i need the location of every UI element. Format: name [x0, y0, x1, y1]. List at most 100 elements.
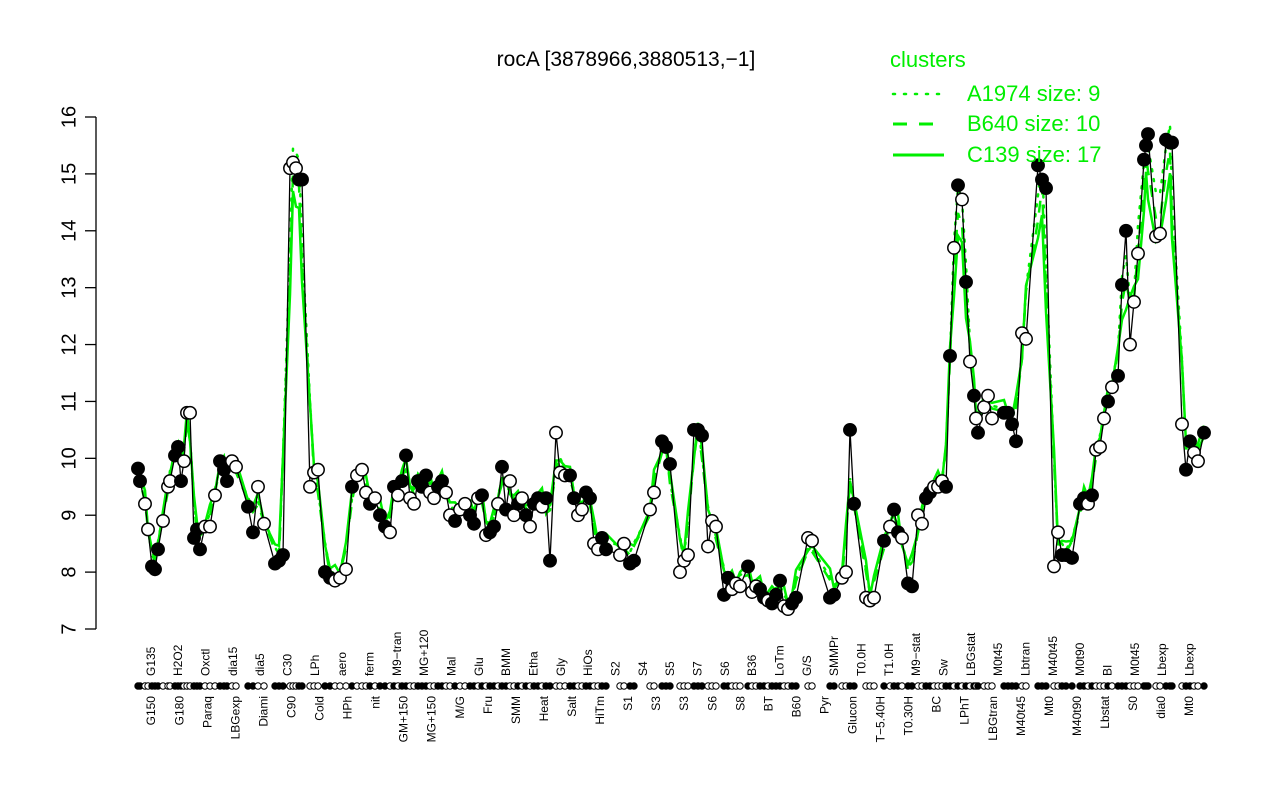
x-marker — [1156, 682, 1164, 690]
x-marker — [1144, 682, 1152, 690]
data-point — [539, 491, 553, 506]
data-point — [839, 565, 853, 580]
x-label-top: MG+120 — [417, 629, 431, 676]
x-axis-labels: G135 H2O2 Oxctl dia15 dia5 C30 LPh aero ferm M9−t… — [144, 629, 1197, 742]
x-label-top: M9−tran — [390, 632, 404, 676]
data-point — [659, 440, 673, 454]
data-point — [701, 539, 715, 554]
data-point — [549, 425, 563, 440]
data-point — [985, 411, 999, 426]
x-label-bottom: S8 — [733, 696, 747, 711]
x-label-bottom: HPh — [341, 696, 355, 719]
x-marker — [736, 682, 744, 690]
x-marker — [1134, 682, 1142, 690]
legend-entry-b640: B640 size: 10 — [967, 111, 1100, 136]
data-point — [1009, 434, 1023, 449]
data-point — [627, 553, 641, 568]
x-label-top: S4 — [636, 661, 650, 676]
x-marker — [808, 682, 816, 690]
data-point — [295, 172, 309, 187]
data-point — [887, 502, 901, 517]
data-point — [1119, 223, 1133, 238]
data-point — [915, 516, 929, 531]
data-point — [1001, 405, 1015, 420]
data-point — [1105, 380, 1119, 395]
data-point — [383, 525, 397, 540]
data-point — [355, 462, 369, 477]
data-point — [289, 161, 303, 176]
data-point — [947, 240, 961, 255]
y-tick-label: 11 — [58, 391, 80, 412]
data-point — [311, 462, 325, 477]
x-label-top: BMM — [499, 648, 513, 676]
x-label-top: B36 — [745, 654, 759, 676]
x-marker — [1108, 682, 1116, 690]
x-marker — [908, 682, 916, 690]
data-point — [1127, 294, 1141, 309]
y-tick-label: 10 — [58, 447, 80, 469]
legend-title: clusters — [890, 47, 966, 72]
data-point — [1197, 425, 1211, 440]
x-label-bottom: S3 — [649, 696, 663, 711]
x-label-top: T1.0H — [882, 643, 896, 676]
data-point — [1141, 127, 1155, 142]
data-point — [519, 508, 533, 523]
x-marker — [880, 682, 888, 690]
data-point — [276, 548, 290, 562]
data-point — [963, 354, 977, 369]
data-point — [1019, 331, 1033, 346]
x-label-bottom: S1 — [621, 696, 635, 711]
data-point — [971, 425, 985, 440]
data-point — [193, 542, 207, 557]
x-label-top: Lbexp — [1155, 643, 1169, 676]
data-point — [345, 479, 359, 494]
x-marker — [792, 682, 800, 690]
x-label-bottom: G150 — [144, 696, 158, 726]
data-point — [583, 491, 597, 506]
x-label-top: dia5 — [253, 653, 267, 676]
data-point — [847, 496, 861, 511]
x-label-bottom: B60 — [789, 696, 803, 718]
data-point — [595, 531, 609, 545]
x-label-top: M0t45 — [1128, 642, 1142, 676]
x-label-bottom: Pyr — [817, 696, 831, 714]
data-point — [229, 459, 243, 474]
data-point — [643, 502, 657, 517]
x-label-bottom: T0.30H — [902, 696, 916, 735]
x-label-top: Etha — [527, 651, 541, 676]
data-point — [339, 562, 353, 577]
data-point — [877, 533, 891, 548]
x-label-top: C30 — [281, 654, 295, 676]
x-marker — [1022, 682, 1030, 690]
data-point — [1165, 135, 1179, 150]
x-label-top: S5 — [663, 661, 677, 676]
x-marker — [712, 682, 720, 690]
data-point — [1065, 550, 1079, 565]
data-point — [148, 562, 162, 577]
x-label-bottom: Mt0 — [1042, 696, 1056, 716]
data-point — [773, 573, 787, 588]
data-point — [827, 587, 841, 602]
data-point — [709, 519, 723, 534]
legend: clusters A1974 size: 9 B640 size: 10 C13… — [890, 47, 1102, 167]
x-label-top: HiOs — [581, 649, 595, 676]
data-point — [156, 513, 170, 528]
data-point — [174, 474, 188, 489]
data-point — [1153, 226, 1167, 241]
x-label-top: ferm — [363, 652, 377, 676]
x-marker — [1042, 682, 1050, 690]
data-point — [208, 488, 222, 503]
data-point — [543, 553, 557, 568]
data-point — [458, 496, 472, 511]
x-label-top: aero — [335, 652, 349, 676]
data-point — [138, 496, 152, 511]
data-point — [368, 491, 382, 506]
x-marker — [898, 682, 906, 690]
data-point — [523, 519, 537, 534]
x-label-top: LoTm — [773, 645, 787, 676]
x-marker — [1068, 682, 1076, 690]
data-point — [1101, 394, 1115, 409]
cluster-a1974-line — [136, 124, 1206, 604]
data-point — [171, 440, 185, 454]
data-point — [131, 461, 145, 476]
